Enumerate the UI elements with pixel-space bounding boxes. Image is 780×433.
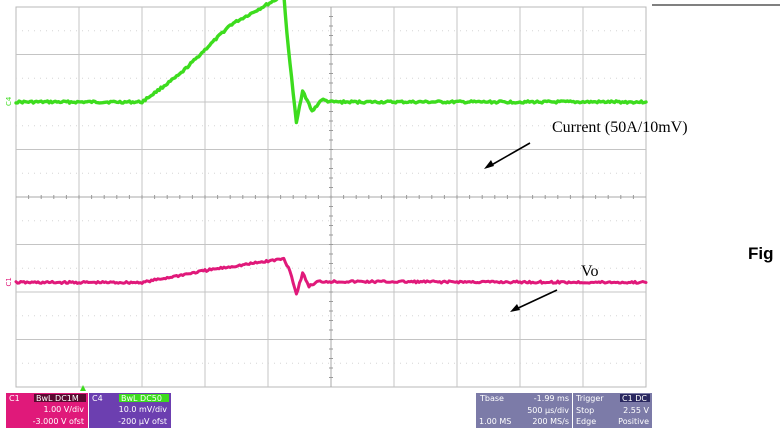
- svg-text:C4: C4: [92, 394, 103, 403]
- annotation-vo-arrow: [513, 289, 558, 311]
- timebase-readout: Tbase -1.99 ms 500 µs/div 1.00 MS 200 MS…: [476, 393, 572, 428]
- ch1-readout: C1 BwL DC1M 1.00 V/div -3.000 V ofst: [6, 393, 88, 428]
- svg-text:Edge: Edge: [576, 417, 596, 426]
- ch4-readout: C4 BwL DC50 10.0 mV/div -200 µV ofst: [89, 393, 171, 428]
- trigger-readout: Trigger C1 DC Stop 2.55 V Edge Positive: [573, 393, 652, 428]
- svg-text:C1 DC: C1 DC: [622, 394, 647, 403]
- svg-text:1.00 MS: 1.00 MS: [479, 417, 511, 426]
- svg-text:10.0 mV/div: 10.0 mV/div: [119, 405, 168, 414]
- svg-text:-200 µV ofst: -200 µV ofst: [118, 417, 167, 426]
- svg-text:Stop: Stop: [576, 406, 594, 415]
- series-line-current: [14, 0, 648, 125]
- plot-grid: [15, 6, 647, 388]
- svg-text:BwL DC1M: BwL DC1M: [36, 394, 79, 403]
- annotation-vo-arrowhead-icon: [510, 304, 520, 312]
- svg-text:1.00 V/div: 1.00 V/div: [43, 405, 84, 414]
- annotation-vo: Vo: [581, 263, 599, 280]
- annotation-fig: Fig: [748, 244, 774, 263]
- channel-marker-c1: C1: [5, 277, 13, 286]
- svg-text:500 µs/div: 500 µs/div: [527, 406, 569, 415]
- svg-text:Trigger: Trigger: [575, 394, 604, 403]
- svg-text:Positive: Positive: [618, 417, 649, 426]
- svg-text:Tbase: Tbase: [479, 394, 504, 403]
- svg-text:2.55 V: 2.55 V: [623, 406, 649, 415]
- svg-text:C1: C1: [9, 394, 20, 403]
- series-line-vo: [14, 256, 648, 296]
- annotation-current: Current (50A/10mV): [552, 119, 688, 136]
- annotation-current-arrowhead-icon: [484, 160, 494, 169]
- trigger-marker-icon: [80, 385, 86, 391]
- annotation-current-arrow: [487, 142, 531, 168]
- svg-text:BwL DC50: BwL DC50: [121, 394, 162, 403]
- svg-text:-1.99 ms: -1.99 ms: [534, 394, 569, 403]
- svg-text:200 MS/s: 200 MS/s: [532, 417, 569, 426]
- svg-text:-3.000 V ofst: -3.000 V ofst: [33, 417, 84, 426]
- channel-marker-c4: C4: [5, 96, 13, 106]
